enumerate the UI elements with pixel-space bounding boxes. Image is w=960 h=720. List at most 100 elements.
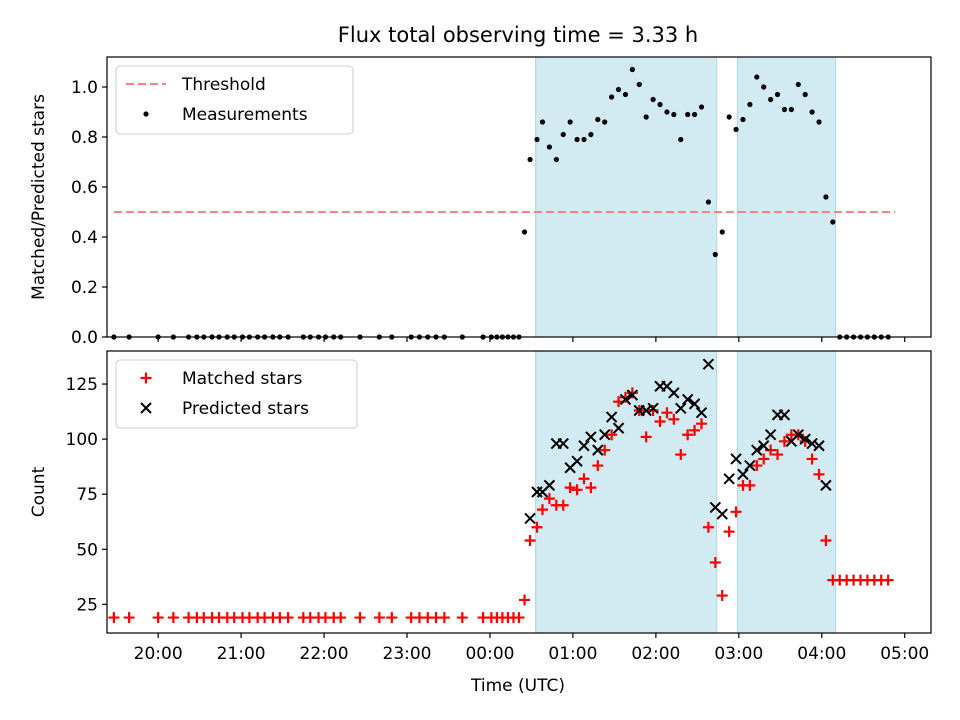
data-point [524,534,536,546]
x-tick-label: 20:00 [134,644,183,664]
data-point [647,402,659,414]
data-point [167,612,179,624]
data-point [546,144,553,150]
data-point [813,468,825,480]
data-point [806,453,818,465]
x-tick-label: 02:00 [631,644,680,664]
data-point [744,459,756,472]
data-point [513,612,525,624]
legend-swatch [140,402,152,414]
data-point [747,101,753,108]
data-point [585,431,597,443]
top-panel: 0.0 0.2 0.4 0.6 0.8 1.0 Matched/Predicted star… [29,56,932,348]
data-point [681,393,694,406]
data-point [761,84,767,90]
data-point [650,96,656,103]
legend-label: Predicted stars [182,399,309,419]
legend: Threshold Measurements [115,65,354,135]
data-point [108,612,120,624]
data-point [726,114,732,120]
data-point [619,393,632,406]
data-point [730,453,742,465]
legend-label: Threshold [181,75,266,95]
data-point [152,612,164,624]
data-point [629,66,635,73]
data-point [778,409,791,421]
data-point [534,136,540,143]
data-point [588,131,594,138]
data-point [527,156,533,163]
data-point [688,398,701,410]
data-point [626,387,638,399]
data-point [813,440,825,452]
data-point [792,429,804,441]
x-axis-label: Time (UTC) [470,676,565,696]
data-point [373,612,385,624]
data-point [788,106,794,113]
data-point [820,479,832,492]
data-point [553,156,559,163]
y-tick-label: 0.4 [71,228,98,248]
x-tick-label: 04:00 [797,644,846,664]
data-point [615,86,622,93]
data-point [592,444,604,456]
data-point [647,404,659,416]
data-point [723,473,735,485]
data-point [795,81,801,88]
data-point [438,612,450,624]
data-point [524,512,536,525]
data-point [689,424,701,436]
y-tick-label: 25 [76,595,98,615]
bottom-panel: 25 50 75 100 125 20:00 21:00 22:00 23:00 00:00 01:… [29,350,932,664]
data-point [820,534,832,546]
data-point [605,411,618,423]
data-point [809,109,815,115]
data-point [602,119,608,125]
data-point [744,479,756,491]
data-point [751,460,763,472]
data-point [675,449,687,461]
series-predicted-stars [524,358,832,525]
x-tick-label: 23:00 [383,644,432,664]
data-point [774,91,781,98]
data-point [733,126,739,133]
y-tick-label: 100 [66,430,98,450]
data-point [626,389,639,401]
x-tick-label: 01:00 [548,644,597,664]
data-point [643,114,649,120]
legend-swatch [140,372,152,384]
chart-title: Flux total observing time = 3.33 h [338,23,698,47]
data-point [654,416,666,427]
data-point [737,468,749,481]
data-point [709,557,721,568]
data-point [574,136,580,143]
data-point [664,109,670,115]
data-point [695,406,708,419]
data-point [823,194,829,200]
legend-label: Measurements [182,105,308,125]
x-tick-label: 00:00 [465,644,514,664]
data-point [543,493,555,505]
axes-frame [106,56,932,338]
data-point [354,612,366,624]
observing-interval-2 [736,350,837,634]
data-point [595,116,601,123]
data-point [668,413,680,425]
data-point [716,590,728,602]
data-point [581,136,587,143]
legend-box [115,359,358,429]
data-point [695,418,707,430]
data-point [386,612,398,624]
data-point [698,104,705,110]
y-tick-label: 0.0 [71,328,98,348]
y-tick-label: 50 [76,540,98,560]
x-tick-label: 05:00 [880,644,929,664]
data-point [781,106,788,113]
data-point [702,521,714,533]
x-tick-label: 22:00 [300,644,349,664]
data-point [599,444,611,456]
data-point [543,479,556,492]
legend: Matched stars Predicted stars [115,359,358,429]
data-point [682,429,694,441]
data-point [758,453,770,465]
